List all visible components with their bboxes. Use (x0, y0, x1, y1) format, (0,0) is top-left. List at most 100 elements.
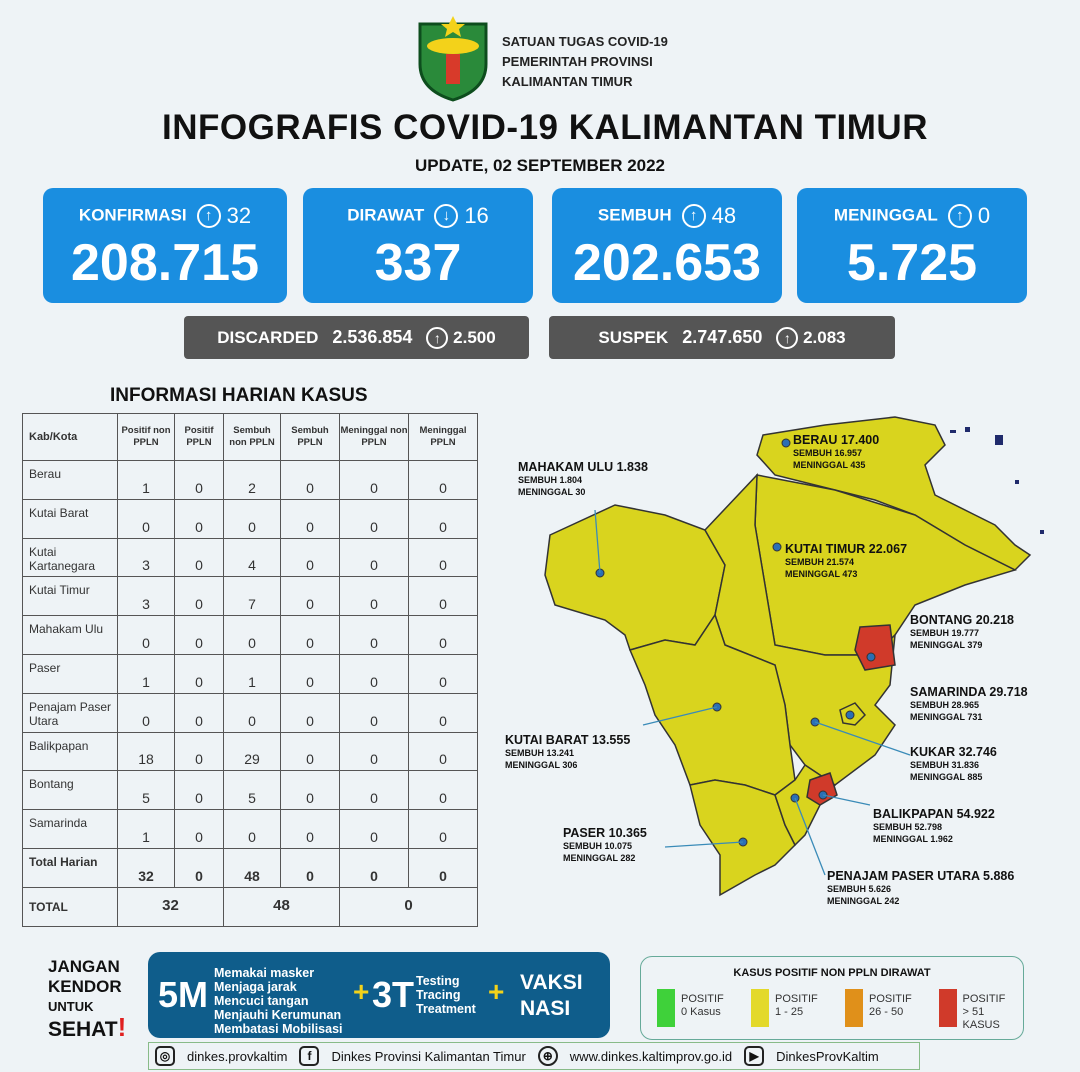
legend-l2: 26 - 50 (869, 1006, 904, 1018)
table-cell: 0 (223, 615, 281, 655)
table-cell: 0 (117, 615, 175, 655)
vaksinasi-label: VAKSI (520, 971, 583, 994)
map-label-kutai-timur: KUTAI TIMUR 22.067 SEMBUH 21.574 MENINGGAL… (785, 542, 907, 580)
plus-icon: + (488, 976, 505, 1007)
table-cell: 0 (280, 653, 340, 694)
legend-l2: > 51 KASUS (962, 1006, 1000, 1031)
stat-meninggal: MENINGGAL ↑ 0 5.725 (797, 188, 1027, 303)
arrow-up-icon: ↑ (426, 326, 449, 349)
3t-label: 3T (372, 974, 415, 1015)
instagram-icon: ◎ (155, 1046, 175, 1066)
region-total: 13.555 (592, 733, 631, 747)
region-sembuh: SEMBUH 10.075 (563, 841, 633, 851)
update-date: UPDATE, 02 SEPTEMBER 2022 (414, 156, 666, 175)
total-positif: 32 (117, 886, 224, 927)
table-cell: 0 (280, 770, 340, 811)
table-cell: 1 (223, 653, 281, 694)
table-cell: 0 (174, 576, 224, 617)
website-link[interactable]: www.dinkes.kaltimprov.go.id (569, 1048, 733, 1064)
stat-konfirmasi: KONFIRMASI ↑ 32 208.715 (43, 188, 287, 303)
legend-item: POSITIF 1 - 25 (751, 989, 835, 1032)
map-label-penajam-paser-utara: PENAJAM PASER UTARA 5.886 SEMBUH 5.626 MEN… (827, 869, 1014, 907)
region-sembuh: SEMBUH 16.957 (793, 448, 863, 458)
table-cell: Mahakam Ulu (22, 615, 118, 655)
legend-item: POSITIF 0 Kasus (657, 989, 741, 1032)
region-meninggal: MENINGGAL 379 (910, 640, 983, 650)
region-total: 32.746 (958, 745, 997, 759)
table-cell: Berau (22, 460, 118, 500)
legend-swatch (845, 989, 863, 1027)
total-meninggal: 0 (339, 886, 478, 927)
table-cell: Penajam Paser Utara (22, 692, 118, 733)
stat-label: DIRAWAT (347, 205, 425, 225)
table-cell: 0 (280, 731, 340, 772)
arrow-up-icon: ↑ (947, 204, 972, 228)
table-cell: 0 (408, 809, 478, 849)
column-header: Positif PPLN (174, 413, 224, 461)
region-name: MAHAKAM ULU (518, 460, 614, 474)
region-name: PENAJAM PASER UTARA (827, 869, 980, 883)
stat-dirawat: DIRAWAT ↓ 16 337 (303, 188, 533, 303)
region-name: BERAU (793, 433, 838, 447)
region-meninggal: MENINGGAL 1.962 (873, 834, 953, 844)
arrow-up-icon: ↑ (196, 204, 221, 228)
region-total: 22.067 (868, 542, 908, 556)
table-cell: 0 (174, 847, 224, 888)
region-name: BALIKPAPAN (873, 807, 954, 821)
region-name: KUKAR (910, 745, 956, 759)
arrow-down-icon: ↓ (434, 204, 459, 228)
table-cell: 1 (117, 460, 175, 500)
table-cell: 0 (339, 653, 409, 694)
table-cell: 0 (339, 847, 409, 888)
legend-title: KASUS POSITIF NON PPLN DIRAWAT (733, 967, 931, 979)
region-name: KUTAI TIMUR (785, 542, 866, 556)
map-label-bontang: BONTANG 20.218 SEMBUH 19.777 MENINGGAL 379 (910, 613, 1014, 651)
legend-text: POSITIF 26 - 50 (869, 989, 912, 1032)
legend-l1: POSITIF (869, 993, 912, 1005)
table-cell: 0 (280, 847, 340, 888)
instagram-link[interactable]: dinkes.provkaltim (187, 1048, 288, 1064)
3t-item: Tracing (416, 988, 461, 1002)
3t-item: Treatment (416, 1002, 476, 1016)
table-cell: 0 (408, 847, 478, 888)
org-line: PEMERINTAH PROVINSI (502, 54, 653, 69)
region-meninggal: MENINGGAL 306 (505, 760, 578, 770)
column-header: Meninggal PPLN (408, 413, 478, 461)
region-meninggal: MENINGGAL 435 (793, 460, 866, 470)
table-cell: 0 (408, 770, 478, 811)
table-cell: 0 (223, 809, 281, 849)
table-cell: 3 (117, 537, 175, 578)
table-cell: 3 (117, 576, 175, 617)
facebook-icon: f (299, 1046, 320, 1066)
region-total: 54.922 (956, 807, 995, 821)
table-cell: 32 (117, 847, 175, 888)
table-title: INFORMASI HARIAN KASUS (110, 385, 368, 406)
table-cell: 4 (223, 537, 281, 578)
table-cell: 2 (223, 460, 281, 500)
column-header: Meninggal non PPLN (339, 413, 409, 461)
region-sembuh: SEMBUH 5.626 (827, 884, 892, 894)
youtube-link[interactable]: DinkesProvKaltim (776, 1048, 879, 1064)
region-meninggal: MENINGGAL 473 (785, 569, 858, 579)
stat-value: 208.715 (71, 234, 259, 292)
legend-swatch (751, 989, 769, 1027)
5m-item: Membatasi Mobilisasi (214, 1022, 343, 1036)
column-header: Kab/Kota (22, 413, 118, 461)
table-cell: 0 (174, 615, 224, 655)
table-row: Total Harian 32 0 48 0 0 0 (22, 847, 478, 888)
region-total: 29.718 (989, 685, 1028, 699)
table-cell: 0 (174, 460, 224, 500)
facebook-link[interactable]: Dinkes Provinsi Kalimantan Timur (331, 1048, 526, 1064)
region-total: 5.886 (983, 869, 1015, 883)
table-cell: 0 (408, 460, 478, 500)
arrow-up-icon: ↑ (776, 326, 799, 349)
table-cell: 0 (339, 731, 409, 772)
stat-label: MENINGGAL (833, 205, 938, 225)
region-meninggal: MENINGGAL 885 (910, 772, 983, 782)
discarded-delta: 2.500 (453, 327, 496, 347)
slogan: JANGAN KENDOR UNTUK SEHAT! (48, 957, 126, 1040)
table-cell: 0 (174, 731, 224, 772)
province-logo (416, 14, 490, 102)
table-cell: 0 (174, 692, 224, 733)
table-cell: Paser (22, 653, 118, 694)
